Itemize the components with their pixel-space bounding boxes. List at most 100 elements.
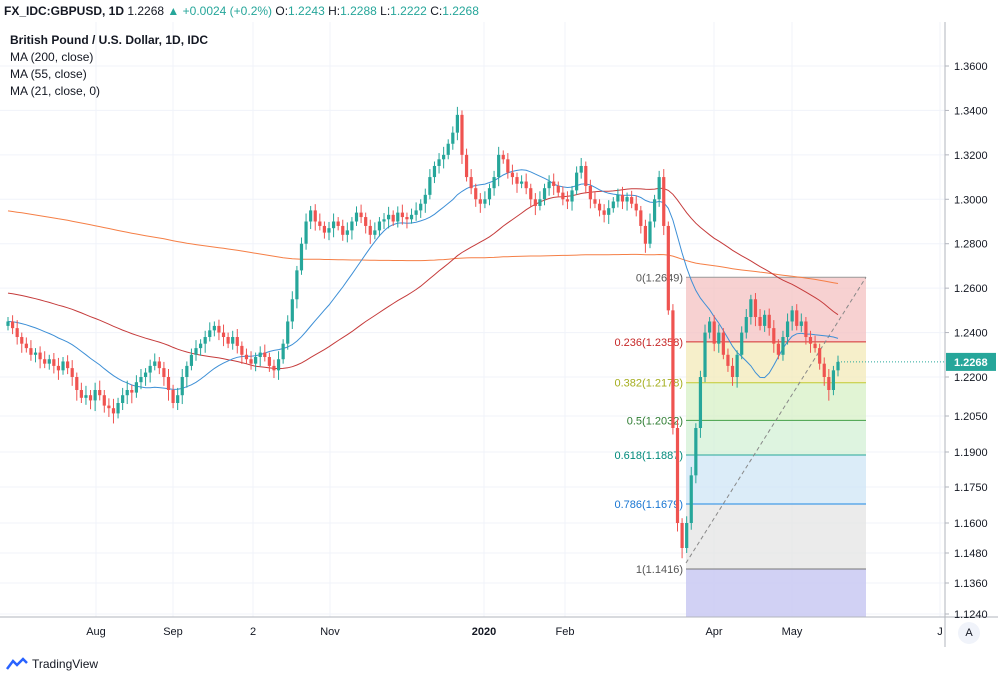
low-value: 1.2222 <box>390 4 427 18</box>
x-tick-label: Aug <box>86 626 106 638</box>
candle-body <box>198 343 203 349</box>
y-tick-label: 1.3600 <box>954 61 988 73</box>
x-tick-label: Feb <box>556 626 575 638</box>
candle-body <box>350 221 354 231</box>
candle-body <box>66 361 70 369</box>
candle-body <box>153 361 157 366</box>
candle-body <box>708 321 712 333</box>
candle-body <box>423 194 427 204</box>
y-tick-label: 1.1480 <box>954 548 988 560</box>
y-tick-label: 1.2800 <box>954 239 988 251</box>
candle-body <box>478 199 482 204</box>
candle-body <box>143 372 148 377</box>
candles <box>6 106 840 559</box>
y-tick-label: 1.3400 <box>954 105 988 117</box>
candle-body <box>785 321 790 338</box>
candle-body <box>61 361 65 371</box>
candle-body <box>446 143 450 155</box>
candle-body <box>309 210 313 222</box>
candle-body <box>483 199 487 204</box>
y-tick-label: 1.2400 <box>954 328 988 340</box>
candle-body <box>52 359 56 366</box>
chart-frame[interactable]: 0(1.2649) 0.236(1.2358) 0.382(1.2178) 0.5(1… <box>0 22 998 647</box>
candle-body <box>822 363 826 377</box>
candle-body <box>744 317 748 333</box>
candle-body <box>639 210 643 226</box>
candle-body <box>240 345 244 355</box>
candle-body <box>313 210 317 222</box>
candle-body <box>162 368 166 377</box>
fib-trend-line <box>685 276 867 564</box>
x-tick-label: Sep <box>163 626 183 638</box>
candle-body <box>38 352 42 360</box>
y-tick-label: 1.1750 <box>954 482 988 494</box>
candle-body <box>98 390 102 396</box>
candle-body <box>634 203 638 211</box>
candle-body <box>763 314 767 326</box>
candle-body <box>134 382 138 393</box>
x-tick-label: Apr <box>705 626 722 638</box>
candle-body <box>286 321 290 344</box>
candle-body <box>272 365 276 371</box>
candle-body <box>442 154 446 160</box>
symbol-name[interactable]: FX_IDC:GBPUSD, 1D <box>4 4 125 18</box>
candle-body <box>244 354 249 360</box>
candle-body <box>524 181 528 189</box>
candle-body <box>318 221 322 226</box>
fib-level-label: 0.786(1.1679) <box>615 499 684 511</box>
footer-brand[interactable]: TradingView <box>6 655 98 673</box>
candle-body <box>322 225 327 233</box>
price-chart[interactable]: 0(1.2649) 0.236(1.2358) 0.382(1.2178) 0.5(1… <box>0 22 998 647</box>
x-tick-label: 2 <box>250 626 256 638</box>
legend-ma21[interactable]: MA (21, close, 0) <box>10 84 101 98</box>
candle-body <box>790 310 794 322</box>
x-tick-label: J <box>937 626 943 638</box>
candle-body <box>414 210 418 215</box>
fib-level-label: 0.236(1.2358) <box>615 337 684 349</box>
candle-body <box>43 359 47 364</box>
candle-body <box>749 299 753 318</box>
fib-level-label: 0(1.2649) <box>636 272 683 284</box>
candle-body <box>469 177 473 189</box>
auto-scale-button[interactable]: A <box>958 622 980 644</box>
candle-body <box>671 310 675 428</box>
candle-body <box>254 357 258 364</box>
candle-body <box>208 330 212 338</box>
candle-body <box>180 377 184 396</box>
high-value: 1.2288 <box>340 4 377 18</box>
x-tick-label: May <box>782 626 803 638</box>
candle-body <box>24 343 28 349</box>
ma200-line <box>7 210 839 284</box>
candle-body <box>304 221 308 244</box>
candle-body <box>377 221 382 231</box>
candle-body <box>212 325 216 331</box>
candle-body <box>185 365 189 377</box>
candle-body <box>685 523 689 548</box>
candle-body <box>694 428 698 476</box>
candle-body <box>409 214 414 220</box>
fib-level-label: 0.382(1.2178) <box>615 378 684 390</box>
candle-body <box>584 165 588 186</box>
y-tick-label: 1.1900 <box>954 447 988 459</box>
candle-body <box>561 192 565 200</box>
candle-body <box>730 365 735 377</box>
candle-body <box>130 390 134 393</box>
legend-ma200[interactable]: MA (200, close) <box>10 50 94 64</box>
fib-level-label: 0.5(1.2032) <box>627 415 683 427</box>
candle-body <box>519 181 524 184</box>
candle-body <box>506 159 510 173</box>
candle-body <box>235 337 239 346</box>
candle-body <box>813 343 817 349</box>
candle-body <box>698 377 703 428</box>
candle-body <box>818 348 822 364</box>
fib-level-label: 0.618(1.1887) <box>615 450 684 462</box>
candle-body <box>648 221 652 244</box>
candle-body <box>102 395 106 406</box>
legend-ma55[interactable]: MA (55, close) <box>10 67 87 81</box>
fib-zone <box>686 277 866 342</box>
candle-body <box>662 177 666 226</box>
candle-body <box>75 377 79 390</box>
candle-body <box>148 365 152 373</box>
candle-body <box>373 230 377 235</box>
candle-body <box>88 395 93 401</box>
